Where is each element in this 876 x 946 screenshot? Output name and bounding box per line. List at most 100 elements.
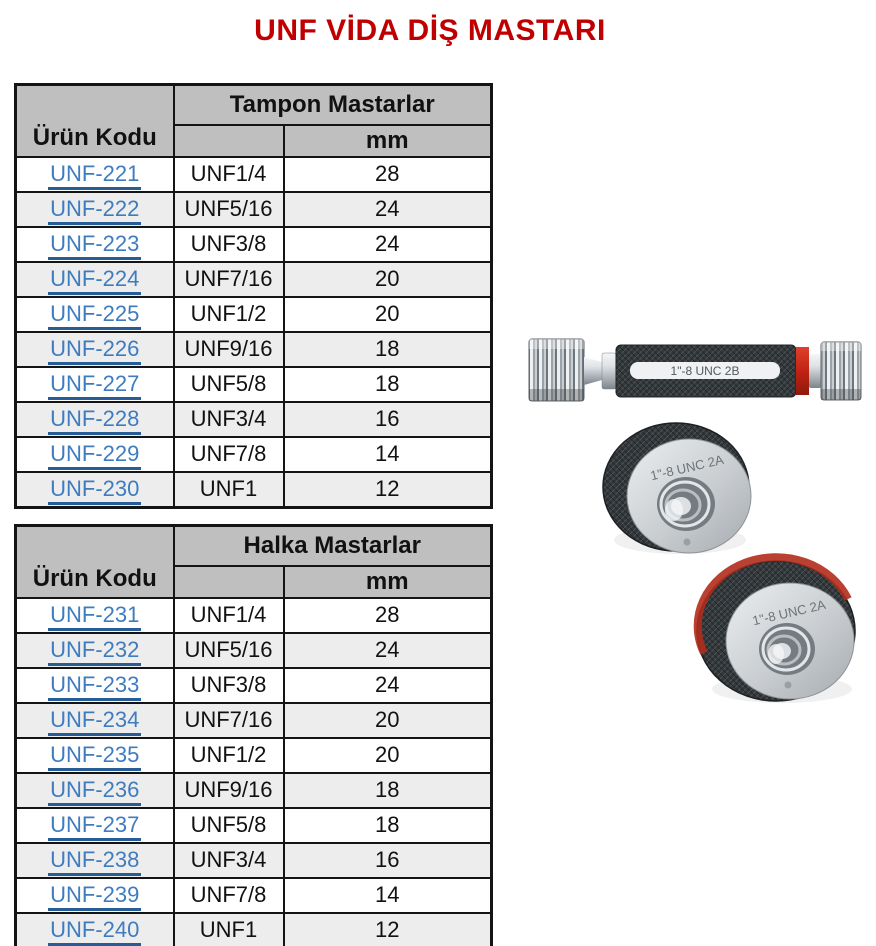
pitch-mm-cell: 24 xyxy=(282,190,493,228)
pitch-mm-cell: 12 xyxy=(282,470,493,508)
thread-size-cell: UNF1 xyxy=(172,911,285,946)
table-row: UNF-223 UNF3/8 24 xyxy=(14,225,493,263)
pitch-mm-cell: 18 xyxy=(282,365,493,403)
pitch-mm-cell: 24 xyxy=(282,666,493,704)
product-code-link[interactable]: UNF-240 xyxy=(48,917,142,946)
table-row: UNF-234 UNF7/16 20 xyxy=(14,701,493,739)
plug-thread-gauge-image: 1"-8 UNC 2B xyxy=(528,338,862,402)
nogo-red-stripe xyxy=(693,553,852,655)
thread-size-cell: UNF5/8 xyxy=(172,365,285,403)
table-row: UNF-227 UNF5/8 18 xyxy=(14,365,493,403)
table-row: UNF-228 UNF3/4 16 xyxy=(14,400,493,438)
table-row: UNF-225 UNF1/2 20 xyxy=(14,295,493,333)
table-row: UNF-231 UNF1/4 28 xyxy=(14,596,493,634)
product-code-link[interactable]: UNF-227 xyxy=(48,371,142,400)
pitch-mm-cell: 20 xyxy=(282,736,493,774)
table-row: UNF-235 UNF1/2 20 xyxy=(14,736,493,774)
table-row: UNF-224 UNF7/16 20 xyxy=(14,260,493,298)
thread-size-cell: UNF7/8 xyxy=(172,876,285,914)
product-code-link[interactable]: UNF-224 xyxy=(48,266,142,295)
product-code-link[interactable]: UNF-234 xyxy=(48,707,142,736)
thread-size-cell: UNF1/4 xyxy=(172,596,285,634)
pitch-mm-cell: 20 xyxy=(282,260,493,298)
column-header-urun-kodu: Ürün Kodu xyxy=(14,524,175,599)
group-header-tampon: Tampon Mastarlar xyxy=(172,83,493,126)
table-row: UNF-237 UNF5/8 18 xyxy=(14,806,493,844)
table-row: UNF-239 UNF7/8 14 xyxy=(14,876,493,914)
product-code-link[interactable]: UNF-231 xyxy=(48,602,142,631)
group-header-row: Ürün Kodu Tampon Mastarlar xyxy=(14,83,493,158)
pitch-mm-cell: 28 xyxy=(282,155,493,193)
table-row: UNF-238 UNF3/4 16 xyxy=(14,841,493,879)
thread-size-cell: UNF1/2 xyxy=(172,736,285,774)
nogo-ring-gauge-image: 1"-8 UNC 2A xyxy=(693,553,856,703)
pitch-mm-cell: 20 xyxy=(282,295,493,333)
unit-header-mm: mm xyxy=(282,123,493,158)
thread-size-cell: UNF3/4 xyxy=(172,841,285,879)
pitch-mm-cell: 16 xyxy=(282,841,493,879)
thread-size-cell: UNF7/8 xyxy=(172,435,285,473)
product-code-link[interactable]: UNF-225 xyxy=(48,301,142,330)
table-row: UNF-229 UNF7/8 14 xyxy=(14,435,493,473)
thread-size-cell: UNF5/16 xyxy=(172,190,285,228)
thread-size-cell: UNF3/8 xyxy=(172,225,285,263)
product-code-link[interactable]: UNF-228 xyxy=(48,406,142,435)
column-header-urun-kodu: Ürün Kodu xyxy=(14,83,175,158)
table-row: UNF-236 UNF9/16 18 xyxy=(14,771,493,809)
thread-size-cell: UNF9/16 xyxy=(172,771,285,809)
group-header-halka: Halka Mastarlar xyxy=(172,524,493,567)
product-code-link[interactable]: UNF-221 xyxy=(48,161,142,190)
table-row: UNF-226 UNF9/16 18 xyxy=(14,330,493,368)
group-header-row: Ürün Kodu Halka Mastarlar xyxy=(14,524,493,599)
product-code-link[interactable]: UNF-238 xyxy=(48,847,142,876)
pitch-mm-cell: 24 xyxy=(282,225,493,263)
thread-size-cell: UNF5/8 xyxy=(172,806,285,844)
pitch-mm-cell: 18 xyxy=(282,771,493,809)
product-code-link[interactable]: UNF-226 xyxy=(48,336,142,365)
page-title: UNF VİDA DİŞ MASTARI xyxy=(254,14,606,47)
empty-header-cell xyxy=(172,123,285,158)
table-row: UNF-222 UNF5/16 24 xyxy=(14,190,493,228)
table-row: UNF-233 UNF3/8 24 xyxy=(14,666,493,704)
nogo-red-band xyxy=(796,347,809,395)
thread-size-cell: UNF3/8 xyxy=(172,666,285,704)
thread-size-cell: UNF7/16 xyxy=(172,260,285,298)
pitch-mm-cell: 18 xyxy=(282,330,493,368)
product-code-link[interactable]: UNF-230 xyxy=(48,476,142,505)
unit-header-row: mm xyxy=(16,564,493,599)
go-ring-gauge-image: 1"-8 UNC 2A xyxy=(602,422,752,554)
product-photo: 1"-8 UNC 2B 1"-8 UNC 2A 1"-8 U xyxy=(500,285,876,740)
halka-mastarlar-table: Ürün Kodu Halka Mastarlar mm UNF-231 UNF1… xyxy=(14,524,493,946)
empty-header-cell xyxy=(172,564,285,599)
pitch-mm-cell: 16 xyxy=(282,400,493,438)
thread-size-cell: UNF3/4 xyxy=(172,400,285,438)
product-code-link[interactable]: UNF-229 xyxy=(48,441,142,470)
unit-header-row: mm xyxy=(16,123,493,158)
pitch-mm-cell: 12 xyxy=(282,911,493,946)
product-code-link[interactable]: UNF-222 xyxy=(48,196,142,225)
pitch-mm-cell: 18 xyxy=(282,806,493,844)
pitch-mm-cell: 14 xyxy=(282,876,493,914)
product-code-link[interactable]: UNF-223 xyxy=(48,231,142,260)
table-row: UNF-230 UNF1 12 xyxy=(14,470,493,508)
thread-size-cell: UNF7/16 xyxy=(172,701,285,739)
pitch-mm-cell: 24 xyxy=(282,631,493,669)
product-code-link[interactable]: UNF-232 xyxy=(48,637,142,666)
thread-size-cell: UNF1 xyxy=(172,470,285,508)
thread-size-cell: UNF5/16 xyxy=(172,631,285,669)
product-code-link[interactable]: UNF-233 xyxy=(48,672,142,701)
table-row: UNF-221 UNF1/4 28 xyxy=(14,155,493,193)
table-row: UNF-232 UNF5/16 24 xyxy=(14,631,493,669)
product-code-link[interactable]: UNF-239 xyxy=(48,882,142,911)
product-code-link[interactable]: UNF-236 xyxy=(48,777,142,806)
thread-size-cell: UNF1/2 xyxy=(172,295,285,333)
product-code-link[interactable]: UNF-237 xyxy=(48,812,142,841)
plug-gauge-marking-text: 1"-8 UNC 2B xyxy=(671,364,740,378)
product-code-link[interactable]: UNF-235 xyxy=(48,742,142,771)
pitch-mm-cell: 14 xyxy=(282,435,493,473)
thread-size-cell: UNF9/16 xyxy=(172,330,285,368)
unit-header-mm: mm xyxy=(282,564,493,599)
tampon-mastarlar-table: Ürün Kodu Tampon Mastarlar mm UNF-221 UNF… xyxy=(14,83,493,509)
thread-size-cell: UNF1/4 xyxy=(172,155,285,193)
